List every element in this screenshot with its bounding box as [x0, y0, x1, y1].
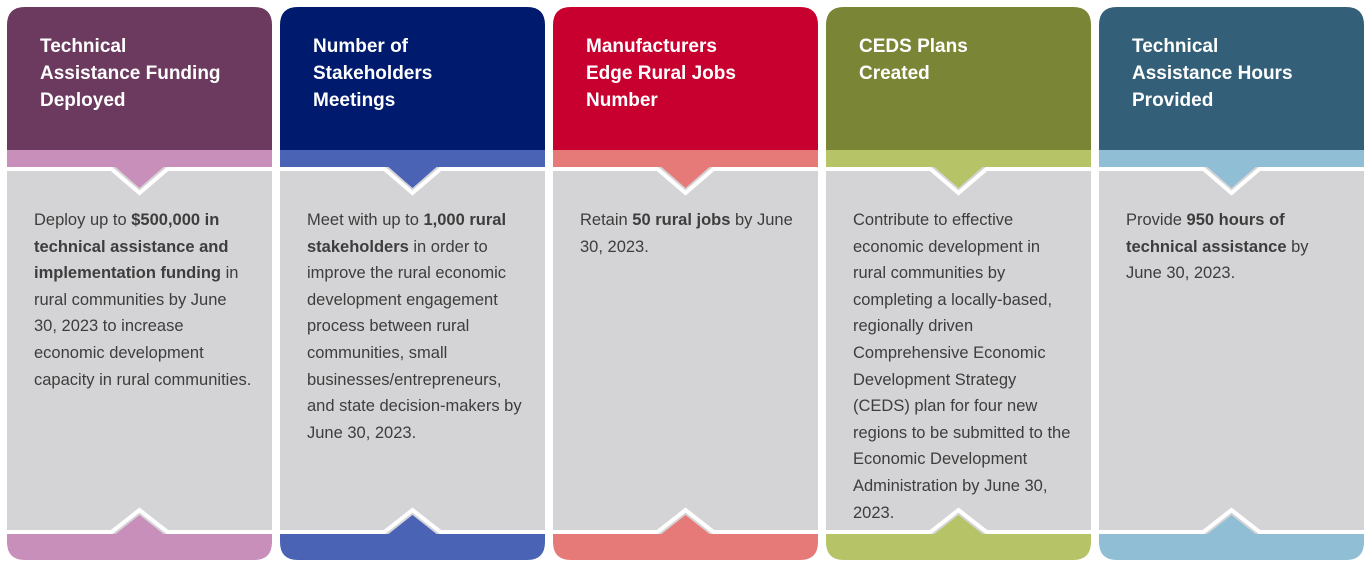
card-title: Technical Assistance Funding Deployed	[40, 33, 221, 114]
card-header	[1099, 7, 1364, 150]
bottom-notch-line	[7, 507, 272, 534]
title-line: Number	[586, 90, 658, 111]
top-notch	[388, 167, 437, 188]
card-header	[7, 7, 272, 150]
top-notch	[1207, 167, 1256, 188]
card-shape	[280, 7, 545, 560]
card-body	[1099, 167, 1364, 534]
bottom-notch-line	[1099, 507, 1364, 534]
card-body	[280, 167, 545, 534]
footer-stripe	[1099, 534, 1364, 560]
card-body-text: Retain 50 rural jobs by June 30, 2023.	[580, 207, 798, 260]
card-shape	[826, 7, 1091, 560]
card-title: Manufacturers Edge Rural Jobs Number	[586, 33, 736, 114]
card-title: CEDS Plans Created	[859, 33, 968, 87]
title-line: Provided	[1132, 90, 1214, 111]
card: Technical Assistance Funding Deployed Deplo…	[7, 7, 272, 560]
bottom-notch-line	[553, 507, 818, 534]
bottom-notch	[934, 515, 983, 534]
footer-stripe	[280, 534, 545, 560]
title-line: Stakeholders	[313, 63, 433, 84]
title-line: Edge Rural Jobs	[586, 63, 736, 84]
bold-text: 950 hours of technical assistance	[1126, 211, 1287, 256]
card-body	[553, 167, 818, 534]
bottom-notch-line	[826, 507, 1091, 534]
title-line: Deployed	[40, 90, 126, 111]
card-body	[826, 167, 1091, 534]
top-notch-line	[553, 167, 818, 196]
bottom-notch	[388, 515, 437, 534]
card: Number of Stakeholders Meetings Meet with u…	[280, 7, 545, 560]
card-header	[826, 7, 1091, 150]
footer-stripe	[826, 534, 1091, 560]
bold-text: 50 rural jobs	[632, 211, 731, 229]
card-title: Number of Stakeholders Meetings	[313, 33, 432, 114]
card-body-text: Meet with up to 1,000 rural stakeholders…	[307, 207, 525, 446]
footer-stripe	[7, 534, 272, 560]
card: Technical Assistance Hours Provided Provide…	[1099, 7, 1364, 560]
top-notch	[661, 167, 710, 188]
card-shape	[553, 7, 818, 560]
header-stripe	[826, 150, 1091, 167]
card-body-text: Provide 950 hours of technical assistanc…	[1126, 207, 1344, 287]
card: Manufacturers Edge Rural Jobs Number Retain…	[553, 7, 818, 560]
text: Meet with up to	[307, 211, 424, 229]
top-notch	[934, 167, 983, 188]
bottom-notch	[1207, 515, 1256, 534]
card-header	[280, 7, 545, 150]
header-stripe	[553, 150, 818, 167]
text: by June 30, 2023.	[1126, 237, 1309, 283]
bold-text: 1,000 rural stakeholders	[307, 211, 507, 256]
title-line: Assistance Funding	[40, 63, 221, 84]
bottom-notch-line	[280, 507, 545, 534]
bottom-notch	[661, 515, 710, 534]
title-line: Technical	[1132, 36, 1219, 57]
card: CEDS Plans Created Contribute to effective…	[826, 7, 1091, 560]
bottom-notch	[115, 515, 164, 534]
card-shape	[1099, 7, 1364, 560]
title-line: Manufacturers	[586, 36, 717, 57]
text: by June 30, 2023.	[580, 211, 793, 256]
title-line: Number of	[313, 36, 408, 57]
card-body	[7, 167, 272, 534]
text: in rural communities by June 30, 2023 to…	[34, 264, 252, 389]
title-line: Meetings	[313, 90, 396, 111]
title-line: Technical	[40, 36, 127, 57]
top-notch	[115, 167, 164, 188]
card-body-text: Deploy up to $500,000 in technical assis…	[34, 207, 252, 393]
top-notch-line	[280, 167, 545, 196]
top-notch-line	[826, 167, 1091, 196]
header-stripe	[1099, 150, 1364, 167]
bold-text: $500,000 in technical assistance and imp…	[34, 211, 229, 283]
top-notch-line	[7, 167, 272, 196]
title-line: Assistance Hours	[1132, 63, 1293, 84]
card-body-text: Contribute to effective economic develop…	[853, 207, 1071, 526]
card-shape	[7, 7, 272, 560]
title-line: Created	[859, 63, 930, 84]
title-line: CEDS Plans	[859, 36, 968, 57]
text: Provide	[1126, 211, 1187, 229]
card-title: Technical Assistance Hours Provided	[1132, 33, 1293, 114]
card-header	[553, 7, 818, 150]
footer-stripe	[553, 534, 818, 560]
header-stripe	[7, 150, 272, 167]
text: Retain	[580, 211, 633, 229]
header-stripe	[280, 150, 545, 167]
top-notch-line	[1099, 167, 1364, 196]
text: Deploy up to	[34, 211, 132, 229]
text: Contribute to effective economic develop…	[853, 211, 1071, 522]
text: in order to improve the rural economic d…	[307, 237, 522, 442]
